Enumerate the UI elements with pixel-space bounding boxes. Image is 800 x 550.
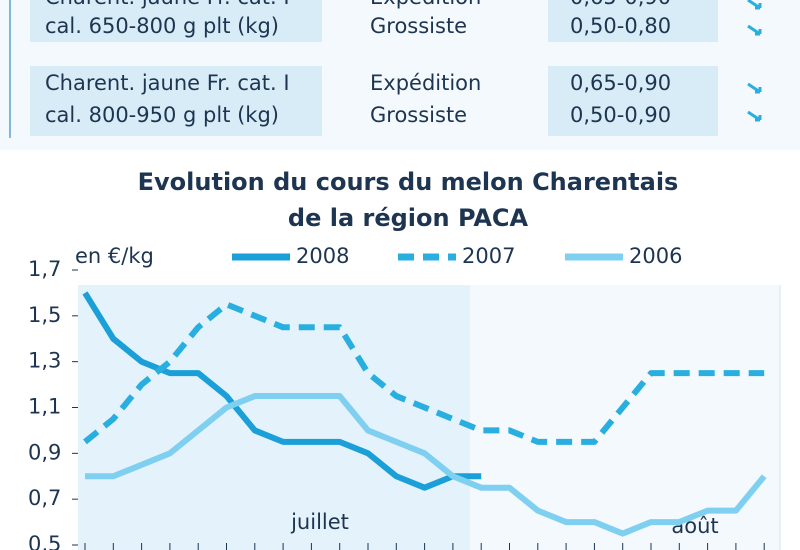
cell bbox=[30, 0, 322, 42]
series-line bbox=[83, 301, 765, 445]
cell-text: Grossiste bbox=[370, 103, 467, 127]
cell-text: 0,50-0,90 bbox=[570, 103, 671, 127]
cell-text: 0,50-0,80 bbox=[570, 14, 671, 38]
y-tick-label: 0,9 bbox=[28, 440, 61, 464]
y-axis-label: en €/kg bbox=[75, 244, 154, 268]
month-band bbox=[78, 285, 470, 550]
y-tick-label: 1,1 bbox=[28, 395, 61, 419]
y-tick-label: 1,7 bbox=[28, 257, 61, 281]
cell-text: Charent. jaune Fr. cat. I bbox=[45, 0, 290, 9]
series-line bbox=[82, 291, 482, 491]
cell-text: 0,65-0,90 bbox=[570, 0, 671, 9]
chart-title: de la région PACA bbox=[288, 204, 529, 232]
chart-title: Evolution du cours du melon Charentais bbox=[138, 168, 679, 196]
series-line bbox=[85, 393, 767, 537]
cell-text: Expédition bbox=[370, 71, 481, 95]
legend-label: 2008 bbox=[296, 244, 349, 268]
y-tick-label: 0,5 bbox=[28, 532, 61, 550]
y-tick-label: 0,7 bbox=[28, 486, 61, 510]
legend-label: 2006 bbox=[629, 244, 682, 268]
cell-text: Expédition bbox=[370, 0, 481, 9]
y-tick-label: 1,3 bbox=[28, 349, 61, 373]
trend-icons bbox=[747, 0, 762, 122]
month-band bbox=[470, 285, 780, 550]
cell-text: 0,65-0,90 bbox=[570, 71, 671, 95]
cell-text: cal. 800-950 g plt (kg) bbox=[45, 103, 279, 127]
cell bbox=[548, 66, 718, 136]
legend-label: 2007 bbox=[462, 244, 515, 268]
cell bbox=[548, 0, 718, 42]
cell-text: Charent. jaune Fr. cat. I bbox=[45, 71, 290, 95]
cell-text: Grossiste bbox=[370, 14, 467, 38]
cell-text: cal. 650-800 g plt (kg) bbox=[45, 14, 279, 38]
y-tick-label: 1,5 bbox=[28, 303, 61, 327]
annotation: juillet bbox=[290, 510, 349, 534]
cell bbox=[30, 66, 322, 136]
